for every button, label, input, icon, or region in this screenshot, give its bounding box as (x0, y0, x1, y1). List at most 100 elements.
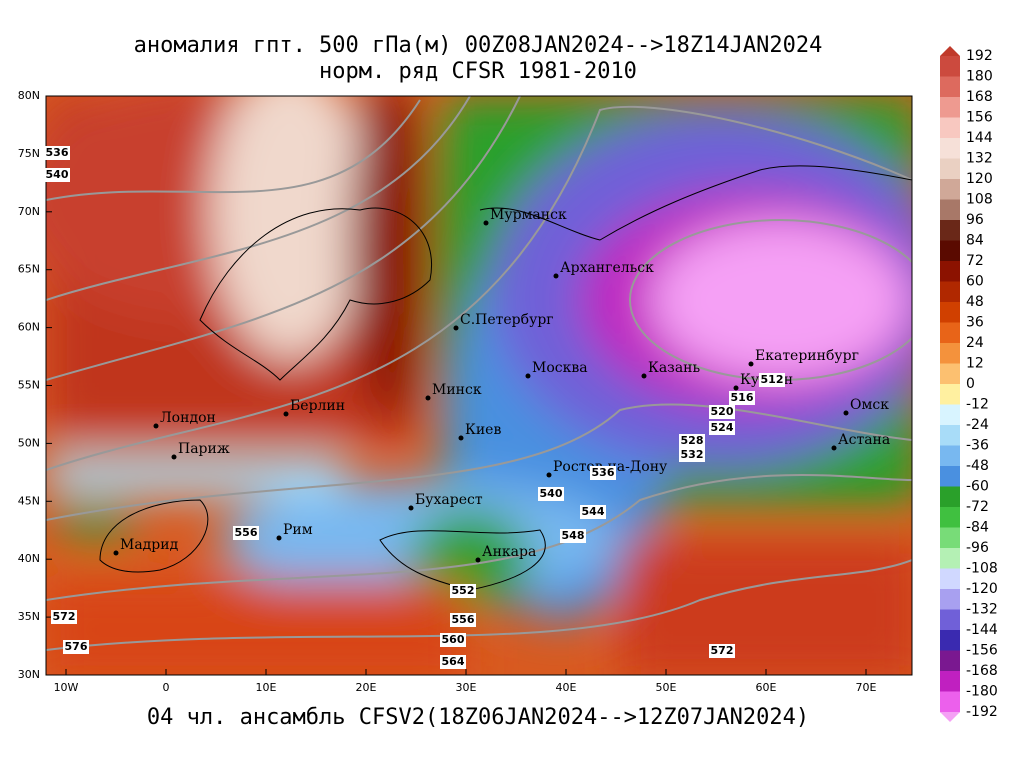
colorbar-box (940, 609, 960, 631)
colorbar-box (940, 507, 960, 528)
city-label: Париж (178, 441, 230, 457)
lon-label: 10E (256, 681, 277, 694)
colorbar-label: -192 (966, 704, 998, 720)
city-dot (733, 385, 739, 391)
city-dot (831, 445, 837, 451)
lat-label: 50N (18, 436, 40, 449)
colorbar-box (940, 158, 960, 180)
colorbar-label: 168 (966, 89, 993, 105)
colorbar-box (940, 404, 960, 426)
lat-label: 55N (18, 379, 40, 392)
colorbar-label: 24 (966, 335, 984, 351)
city-dot (641, 373, 647, 379)
city-dot (171, 454, 177, 460)
colorbar-label: 96 (966, 212, 984, 228)
city-dot (458, 435, 464, 441)
lon-label: 30E (456, 681, 477, 694)
city-dot (843, 410, 849, 416)
colorbar-box (940, 76, 960, 98)
contour-label: 556 (452, 613, 475, 626)
contour-label: 572 (711, 644, 734, 657)
colorbar-box (940, 425, 960, 446)
colorbar-box (940, 302, 960, 323)
colorbar-label: 144 (966, 130, 993, 146)
lon-label: 20E (356, 681, 377, 694)
colorbar-label: -96 (966, 540, 989, 556)
lat-label: 35N (18, 610, 40, 623)
colorbar-box (940, 220, 960, 241)
city-label: Казань (648, 360, 700, 376)
city-label: Бухарест (415, 492, 483, 508)
contour-label: 572 (53, 610, 76, 623)
colorbar-box (940, 281, 960, 303)
city-dot (425, 395, 431, 401)
colorbar-box (940, 322, 960, 344)
city-dot (748, 361, 754, 367)
contour-label: 524 (711, 421, 734, 434)
colorbar-box (940, 363, 960, 385)
city-dot (113, 550, 119, 556)
colorbar-label: 36 (966, 315, 984, 331)
contour-label-bg (759, 373, 785, 387)
contour-label-bg (51, 610, 77, 624)
lon-label: 10W (54, 681, 79, 694)
colorbar-box (940, 240, 960, 262)
city-label: Астана (838, 432, 890, 448)
contour-label-bg (709, 405, 735, 419)
colorbar-label: 72 (966, 253, 984, 269)
city-label: Архангельск (560, 260, 654, 276)
contour-label: 576 (65, 640, 88, 653)
colorbar-cap (940, 46, 960, 56)
colorbar-box (940, 179, 960, 200)
colorbar-label: 0 (966, 376, 975, 392)
contour-label-bg (44, 146, 70, 160)
contour-label: 560 (442, 633, 465, 646)
city-label: Минск (432, 382, 482, 398)
colorbar-box (940, 466, 960, 487)
colorbar-label: -180 (966, 684, 998, 700)
city-dot (453, 325, 459, 331)
city-dot (408, 505, 414, 511)
colorbar-label: 48 (966, 294, 984, 310)
lat-label: 75N (18, 147, 40, 160)
lon-label: 50E (656, 681, 677, 694)
contour-label: 532 (681, 448, 704, 461)
contour-label: 548 (562, 529, 585, 542)
colorbar-label: 132 (966, 151, 993, 167)
contour-label-bg (440, 633, 466, 647)
contour-label: 520 (711, 405, 734, 418)
city-label: Омск (850, 397, 889, 413)
colorbar-label: 156 (966, 110, 993, 126)
colorbar-label: -72 (966, 499, 989, 515)
lon-label: 0 (163, 681, 170, 694)
colorbar-label: 120 (966, 171, 993, 187)
contour-label: 564 (442, 655, 465, 668)
contour-label-bg (560, 529, 586, 543)
city-label: С.Петербург (460, 312, 554, 328)
contour-label-bg (440, 655, 466, 669)
colorbar-box (940, 671, 960, 692)
colorbar-label: -12 (966, 397, 989, 413)
contour-label-bg (679, 434, 705, 448)
colorbar-box (940, 117, 960, 139)
colorbar-label: -144 (966, 622, 998, 638)
city-label: Екатеринбург (755, 348, 859, 364)
contour-label-bg (450, 584, 476, 598)
city-label: Берлин (290, 398, 345, 414)
contour-label-bg (63, 640, 89, 654)
contour-label-bg (580, 505, 606, 519)
contour-label-bg (679, 448, 705, 462)
colorbar-box (940, 568, 960, 590)
city-label: Мадрид (120, 537, 179, 553)
colorbar-box (940, 261, 960, 282)
colorbar-box (940, 589, 960, 610)
city-dot (153, 423, 159, 429)
contour-label-bg (590, 466, 616, 480)
contour-label: 536 (592, 466, 615, 479)
contour-label-bg (729, 391, 755, 405)
city-label: Анкара (482, 544, 536, 560)
colorbar-label: -168 (966, 663, 998, 679)
contour-label: 540 (46, 168, 69, 181)
colorbar-label: -120 (966, 581, 998, 597)
lat-label: 65N (18, 263, 40, 276)
